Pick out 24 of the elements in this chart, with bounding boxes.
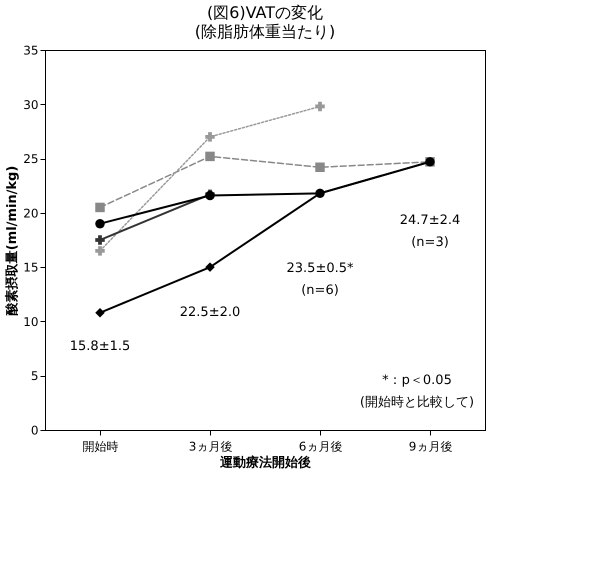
y-tick-label: 35 — [23, 44, 38, 58]
x-axis-title: 運動療法開始後 — [219, 454, 311, 470]
y-axis-title: 酸素摂取量(ml/min/kg) — [4, 166, 20, 316]
y-tick-label: 25 — [23, 152, 38, 166]
chart-subtitle: (除脂肪体重当たり) — [194, 22, 336, 41]
y-tick-label: 30 — [23, 98, 38, 112]
y-tick-label: 20 — [23, 206, 38, 220]
annotation: 22.5±2.0 — [180, 305, 240, 320]
y-tick-label: 0 — [30, 424, 38, 438]
annotation: (n=3) — [411, 235, 449, 250]
y-tick-label: 15 — [23, 260, 38, 275]
x-tick-label: 3ヵ月後 — [188, 440, 232, 454]
annotation: 24.7±2.4 — [400, 213, 460, 228]
annotation: 23.5±0.5* — [286, 261, 354, 276]
annotation: 15.8±1.5 — [70, 339, 130, 354]
y-tick-label: 10 — [23, 314, 38, 329]
chart-title: (図6)VATの変化 — [206, 3, 324, 22]
y-tick-label: 5 — [30, 369, 38, 384]
annotation: (n=6) — [301, 283, 339, 298]
x-tick-label: 6ヵ月後 — [298, 440, 342, 454]
x-tick-label: 9ヵ月後 — [408, 440, 452, 454]
x-tick-label: 開始時 — [82, 440, 118, 454]
annotation: *：p＜0.05 — [382, 373, 452, 388]
annotation: (開始時と比較して) — [360, 395, 474, 410]
